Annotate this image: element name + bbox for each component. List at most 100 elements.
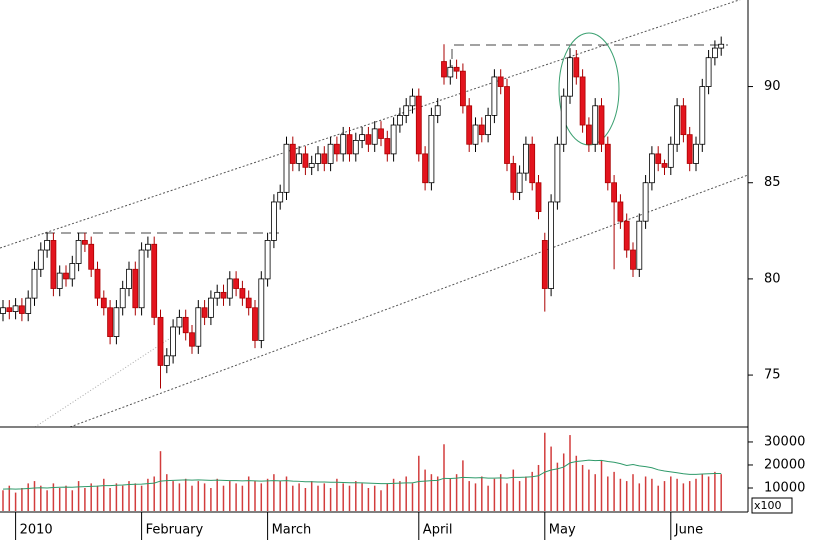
candle-body bbox=[321, 153, 328, 164]
candle-body bbox=[239, 288, 246, 299]
unit-box bbox=[751, 497, 793, 514]
candle-body bbox=[233, 278, 240, 289]
candle-body bbox=[270, 201, 277, 241]
candle-body bbox=[592, 105, 599, 145]
candle-body bbox=[277, 191, 284, 203]
candle-body bbox=[680, 105, 687, 136]
candle-body bbox=[478, 124, 485, 136]
candle-body bbox=[226, 278, 233, 299]
y-tick-label: 85 bbox=[764, 175, 781, 190]
candle-body bbox=[138, 249, 145, 309]
lower-channel bbox=[69, 174, 749, 428]
candle-body bbox=[207, 297, 214, 318]
candle-body bbox=[88, 243, 95, 270]
candle-body bbox=[18, 305, 25, 314]
candle-body bbox=[441, 61, 447, 78]
candle-body bbox=[359, 134, 366, 141]
upper-channel bbox=[0, 0, 741, 249]
y-tick-label: 75 bbox=[764, 368, 781, 383]
candle-body bbox=[214, 291, 221, 299]
candle-body bbox=[302, 153, 309, 168]
x-tick-label: 2010 bbox=[20, 523, 53, 538]
candle-body bbox=[75, 240, 82, 264]
volume-average bbox=[2, 459, 722, 490]
candle-body bbox=[220, 291, 227, 299]
candle-body bbox=[548, 201, 554, 289]
candle-body bbox=[699, 86, 706, 145]
candle-body bbox=[485, 115, 492, 136]
candle-body bbox=[560, 95, 567, 145]
candle-body bbox=[415, 95, 422, 155]
candle-body bbox=[459, 70, 466, 107]
x-tick-label: June bbox=[674, 523, 703, 538]
candle-body bbox=[396, 115, 403, 126]
candle-body bbox=[296, 153, 303, 164]
candle-body bbox=[50, 240, 57, 289]
candle-body bbox=[573, 57, 580, 78]
candle-body bbox=[82, 240, 88, 245]
candle-body bbox=[642, 182, 649, 222]
candle-body bbox=[674, 105, 680, 145]
candle-body bbox=[384, 138, 391, 155]
x-tick-label: February bbox=[146, 523, 204, 538]
candle-body bbox=[434, 105, 441, 116]
candle-body bbox=[25, 297, 32, 314]
candle-body bbox=[12, 305, 19, 312]
candle-body bbox=[472, 124, 479, 145]
y-tick-label: 90 bbox=[764, 79, 781, 94]
candle-body bbox=[182, 316, 189, 334]
candle-body bbox=[535, 182, 542, 212]
candle-body bbox=[365, 134, 372, 145]
candle-body bbox=[718, 43, 725, 49]
x-tick-label: March bbox=[272, 523, 312, 538]
candle-body bbox=[94, 268, 101, 299]
marks bbox=[0, 36, 725, 511]
candle-body bbox=[308, 163, 315, 168]
candle-body bbox=[604, 143, 611, 184]
candle-body bbox=[37, 249, 44, 270]
candle-body bbox=[163, 355, 170, 366]
candle-body bbox=[630, 249, 636, 270]
candle-body bbox=[252, 307, 258, 341]
candle-body bbox=[554, 143, 561, 203]
candle-body bbox=[0, 307, 6, 314]
candle-body bbox=[144, 243, 151, 251]
candle-body bbox=[611, 182, 617, 203]
candle-body bbox=[422, 153, 429, 184]
candle-body bbox=[529, 143, 536, 184]
candle-body bbox=[352, 140, 359, 155]
candle-body bbox=[686, 134, 693, 164]
candle-body bbox=[649, 153, 655, 184]
candle-body bbox=[44, 240, 50, 251]
candle-body bbox=[693, 143, 699, 164]
trend-line bbox=[34, 334, 176, 428]
x-tick-label: April bbox=[423, 523, 453, 538]
candle-body bbox=[523, 143, 529, 174]
candle-body bbox=[712, 47, 718, 59]
candle-body bbox=[617, 201, 624, 222]
candle-body bbox=[340, 134, 347, 155]
candle-body bbox=[201, 307, 208, 318]
volume-tick-label: 10000 bbox=[764, 480, 805, 495]
candle-body bbox=[378, 128, 384, 139]
candle-body bbox=[541, 240, 548, 289]
candle-body bbox=[107, 307, 113, 337]
candle-body bbox=[189, 332, 195, 347]
candle-body bbox=[586, 124, 592, 145]
candle-body bbox=[390, 124, 397, 155]
candle-body bbox=[403, 105, 410, 116]
candle-body bbox=[151, 243, 158, 318]
top-line bbox=[451, 44, 728, 75]
candle-body bbox=[170, 326, 177, 357]
candle-body bbox=[598, 105, 605, 145]
candle-body bbox=[132, 268, 139, 309]
candle-body bbox=[567, 57, 573, 97]
candle-body bbox=[346, 134, 353, 155]
candle-body bbox=[258, 278, 265, 341]
candle-body bbox=[447, 66, 454, 78]
candle-body bbox=[579, 76, 586, 126]
candle-body bbox=[100, 297, 107, 309]
candle-body bbox=[333, 143, 340, 155]
